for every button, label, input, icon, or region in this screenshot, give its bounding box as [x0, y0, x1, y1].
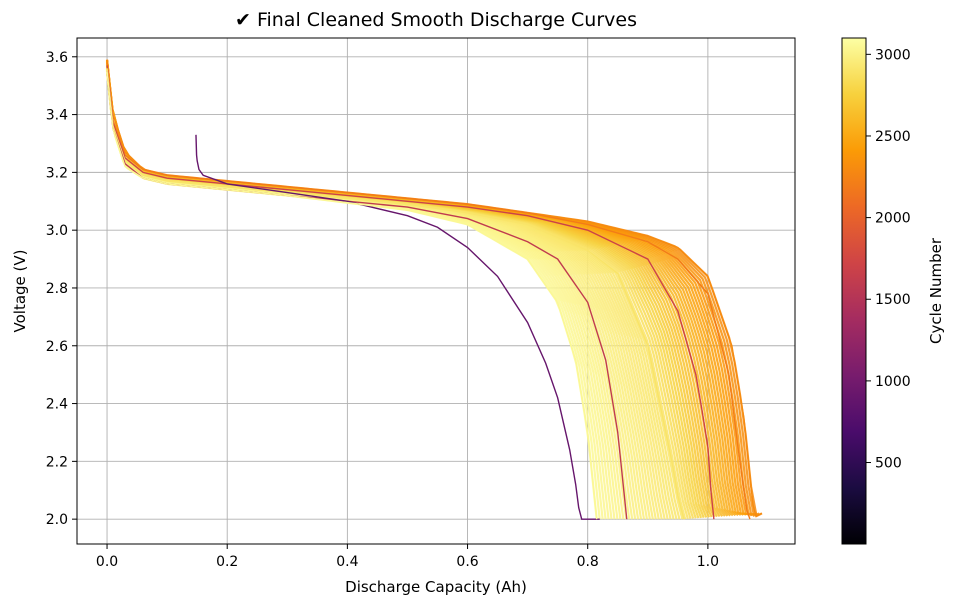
discharge-curve: [105, 70, 628, 520]
y-tick-label: 3.6: [46, 50, 68, 66]
x-tick-label: 0.0: [96, 554, 118, 570]
discharge-curve: [105, 71, 601, 520]
discharge-curve: [105, 70, 607, 520]
colorbar-tick-label: 1500: [875, 292, 911, 308]
colorbar-tick-label: 2000: [875, 211, 911, 227]
y-axis-ticks: 2.0 2.2 2.4 2.6 2.8 3.0 3.2 3.4 3.6: [46, 50, 77, 528]
x-tick-label: 1.0: [697, 554, 719, 570]
y-tick-label: 2.8: [46, 281, 68, 297]
discharge-curve: [105, 70, 604, 520]
discharge-curve-cycle-900: [195, 134, 600, 520]
x-tick-label: 0.4: [336, 554, 358, 570]
y-tick-label: 3.0: [46, 223, 68, 239]
y-axis-label: Voltage (V): [11, 250, 29, 333]
discharge-curve: [105, 70, 631, 520]
y-tick-label: 2.0: [46, 512, 68, 528]
discharge-curve: [105, 70, 625, 520]
y-tick-label: 3.2: [46, 165, 68, 181]
y-tick-label: 2.2: [46, 454, 68, 470]
discharge-curve: [105, 70, 619, 520]
discharge-curve: [105, 70, 610, 520]
colorbar-ticks: 500 1000 1500 2000 2500 3000: [866, 47, 911, 472]
colorbar-tick-label: 2500: [875, 129, 911, 145]
plot-area-frame: [76, 37, 796, 545]
discharge-curve-cycle-2900: [106, 68, 685, 520]
discharge-curves: [105, 59, 763, 520]
discharge-curve: [105, 67, 695, 519]
x-axis-ticks: 0.0 0.2 0.4 0.6 0.8 1.0: [96, 544, 719, 570]
discharge-curve-cycle-1600: [106, 71, 628, 520]
y-tick-label: 3.4: [46, 108, 68, 124]
y-tick-label: 2.4: [46, 397, 68, 413]
x-tick-label: 0.6: [456, 554, 478, 570]
discharge-curve: [105, 70, 622, 520]
x-axis-label: Discharge Capacity (Ah): [345, 578, 527, 596]
colorbar-tick-label: 3000: [875, 47, 911, 63]
y-tick-label: 2.6: [46, 339, 68, 355]
colorbar-tick-label: 1000: [875, 374, 911, 390]
x-tick-label: 0.2: [216, 554, 238, 570]
discharge-curve-cycle-2200: [106, 62, 751, 520]
colorbar: [841, 37, 867, 545]
discharge-curve-cycle-1700: [106, 65, 715, 520]
discharge-curve: [105, 71, 598, 520]
chart-title: ✔ Final Cleaned Smooth Discharge Curves: [235, 9, 637, 31]
discharge-curve-cycle-3050: [106, 71, 598, 520]
discharge-curve: [105, 70, 613, 520]
colorbar-label: Cycle Number: [927, 237, 945, 344]
colorbar-tick-label: 500: [875, 456, 902, 472]
x-tick-label: 0.8: [577, 554, 599, 570]
discharge-curve: [105, 70, 616, 520]
